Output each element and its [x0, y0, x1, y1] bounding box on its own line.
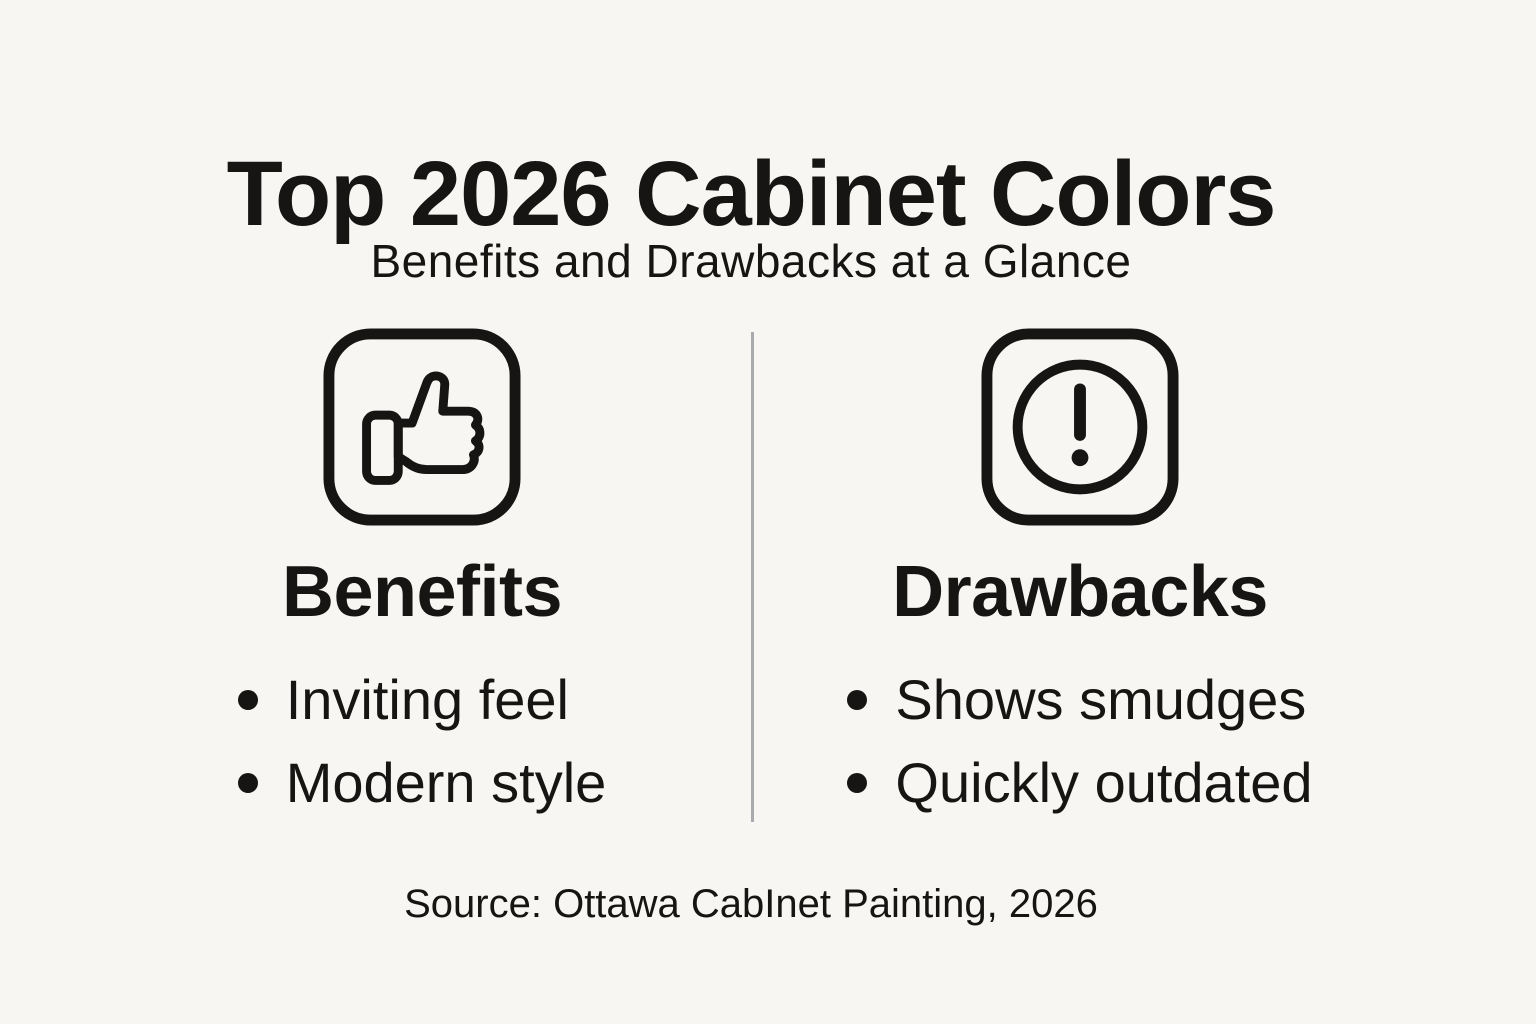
page-subtitle: Benefits and Drawbacks at a Glance — [370, 235, 1132, 288]
source-attribution: Source: Ottawa CabInet Painting, 2026 — [404, 882, 1098, 926]
list-item: Inviting feel — [237, 658, 607, 741]
benefits-list: Inviting feel Modern style — [237, 658, 607, 824]
benefits-heading: Benefits — [281, 552, 563, 632]
drawbacks-list: Shows smudges Quickly outdated — [847, 658, 1313, 824]
thumbs-up-icon — [323, 328, 521, 526]
page-title: Top 2026 Cabinet Colors — [226, 142, 1277, 245]
drawbacks-column: Drawbacks Shows smudges Quickly outdated — [751, 328, 1409, 824]
list-item: Quickly outdated — [847, 741, 1313, 824]
column-divider — [751, 332, 754, 822]
list-item: Shows smudges — [847, 658, 1312, 741]
drawbacks-heading: Drawbacks — [892, 552, 1268, 632]
alert-icon — [981, 328, 1179, 526]
list-item: Modern style — [237, 741, 606, 824]
benefits-column: Benefits Inviting feel Modern style — [93, 328, 751, 824]
comparison-columns: Benefits Inviting feel Modern style Draw… — [93, 328, 1409, 824]
